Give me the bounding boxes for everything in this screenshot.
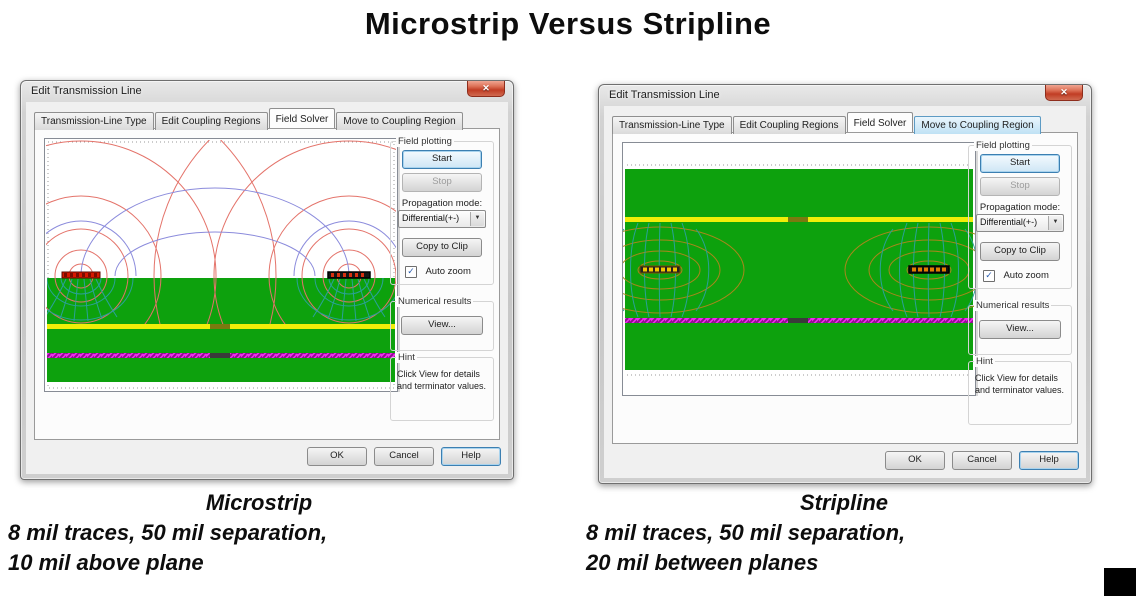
field-solver-tab-panel: Field plotting Start Stop Propagation mo…: [34, 128, 500, 440]
tab-strip: Transmission-Line Type Edit Coupling Regi…: [612, 112, 1078, 134]
microstrip-caption-title: Microstrip: [205, 490, 313, 515]
auto-zoom-label: Auto zoom: [1003, 270, 1049, 282]
dialog-client-area: Transmission-Line Type Edit Coupling Regi…: [26, 102, 508, 474]
tab-field-solver[interactable]: Field Solver: [846, 112, 914, 132]
microstrip-caption-line2: 8 mil traces, 50 mil separation,: [8, 520, 328, 545]
view-button[interactable]: View...: [979, 320, 1061, 339]
stripline-caption: Stripline 8 mil traces, 50 mil separatio…: [586, 488, 1102, 578]
stripline-field-plot: [622, 142, 976, 396]
chevron-down-icon[interactable]: ▼: [470, 212, 484, 226]
propagation-mode-select[interactable]: Differential(+-) ▼: [976, 214, 1064, 232]
controls-column: Field plotting Start Stop Propagation mo…: [968, 133, 1074, 443]
propagation-mode-value: Differential(+-): [402, 213, 460, 223]
dialog-title: Edit Transmission Line: [609, 89, 720, 101]
tab-edit-coupling-regions[interactable]: Edit Coupling Regions: [732, 116, 846, 134]
tab-transmission-line-type[interactable]: Transmission-Line Type: [612, 116, 732, 134]
page-title: Microstrip Versus Stripline: [364, 6, 772, 41]
numerical-results-group: Numerical results View...: [390, 296, 494, 351]
stop-button[interactable]: Stop: [402, 173, 482, 192]
edit-transmission-line-dialog-microstrip: Edit Transmission Line ✕ Transmission-Li…: [20, 80, 514, 480]
numerical-results-label: Numerical results: [396, 296, 474, 307]
propagation-mode-value: Differential(+-): [980, 217, 1038, 227]
cancel-button[interactable]: Cancel: [374, 447, 434, 466]
microstrip-caption: Microstrip 8 mil traces, 50 mil separati…: [8, 488, 510, 578]
hint-text: Click View for details and terminator va…: [975, 373, 1065, 395]
tab-transmission-line-type[interactable]: Transmission-Line Type: [34, 112, 154, 130]
propagation-mode-label: Propagation mode:: [979, 202, 1061, 213]
chevron-down-icon[interactable]: ▼: [1048, 216, 1062, 230]
tab-move-to-coupling-region[interactable]: Move to Coupling Region: [336, 112, 463, 130]
edit-transmission-line-dialog-stripline: Edit Transmission Line ✕ Transmission-Li…: [598, 84, 1092, 484]
tab-field-solver[interactable]: Field Solver: [268, 108, 336, 128]
help-button[interactable]: Help: [441, 447, 501, 466]
field-solver-tab-panel: Field plotting Start Stop Propagation mo…: [612, 132, 1078, 444]
stripline-caption-line3: 20 mil between planes: [586, 550, 819, 575]
hint-group: Hint Click View for details and terminat…: [968, 356, 1072, 425]
help-button[interactable]: Help: [1019, 451, 1079, 470]
start-button[interactable]: Start: [402, 150, 482, 169]
stop-button[interactable]: Stop: [980, 177, 1060, 196]
propagation-mode-label: Propagation mode:: [401, 198, 483, 209]
dialog-footer: OK Cancel Help: [878, 449, 1079, 470]
view-button[interactable]: View...: [401, 316, 483, 335]
copy-to-clip-button[interactable]: Copy to Clip: [402, 238, 482, 257]
field-plotting-group: Field plotting Start Stop Propagation mo…: [968, 140, 1072, 289]
dialog-footer: OK Cancel Help: [300, 445, 501, 466]
stripline-caption-line2: 8 mil traces, 50 mil separation,: [586, 520, 906, 545]
dialog-title: Edit Transmission Line: [31, 85, 142, 97]
hint-text: Click View for details and terminator va…: [397, 369, 487, 391]
black-corner-block: [1104, 568, 1136, 596]
auto-zoom-row: ✓ Auto zoom: [983, 267, 1049, 282]
auto-zoom-row: ✓ Auto zoom: [405, 263, 471, 278]
field-plotting-label: Field plotting: [396, 136, 454, 147]
ok-button[interactable]: OK: [885, 451, 945, 470]
stripline-caption-title: Stripline: [799, 490, 888, 515]
stripline-field-plot-svg: [623, 164, 975, 376]
close-icon[interactable]: ✕: [467, 81, 505, 97]
ok-button[interactable]: OK: [307, 447, 367, 466]
field-plotting-label: Field plotting: [974, 140, 1032, 151]
stripline-traces: [639, 265, 950, 274]
auto-zoom-label: Auto zoom: [425, 266, 471, 278]
hint-group: Hint Click View for details and terminat…: [390, 352, 494, 421]
hint-label: Hint: [974, 356, 995, 367]
field-plotting-group: Field plotting Start Stop Propagation mo…: [390, 136, 494, 285]
cancel-button[interactable]: Cancel: [952, 451, 1012, 470]
start-button[interactable]: Start: [980, 154, 1060, 173]
hint-label: Hint: [396, 352, 417, 363]
auto-zoom-checkbox[interactable]: ✓: [405, 265, 417, 278]
microstrip-caption-line3: 10 mil above plane: [8, 550, 204, 575]
tab-move-to-coupling-region[interactable]: Move to Coupling Region: [914, 116, 1041, 134]
copy-to-clip-button[interactable]: Copy to Clip: [980, 242, 1060, 261]
tab-strip: Transmission-Line Type Edit Coupling Regi…: [34, 108, 500, 130]
numerical-results-group: Numerical results View...: [968, 300, 1072, 355]
microstrip-traces: [61, 271, 371, 279]
dialog-client-area: Transmission-Line Type Edit Coupling Regi…: [604, 106, 1086, 478]
numerical-results-label: Numerical results: [974, 300, 1052, 311]
microstrip-field-plot: [44, 138, 398, 392]
microstrip-field-plot-svg: [46, 140, 396, 389]
tab-edit-coupling-regions[interactable]: Edit Coupling Regions: [154, 112, 268, 130]
propagation-mode-select[interactable]: Differential(+-) ▼: [398, 210, 486, 228]
close-icon[interactable]: ✕: [1045, 85, 1083, 101]
auto-zoom-checkbox[interactable]: ✓: [983, 269, 995, 282]
controls-column: Field plotting Start Stop Propagation mo…: [390, 129, 496, 439]
